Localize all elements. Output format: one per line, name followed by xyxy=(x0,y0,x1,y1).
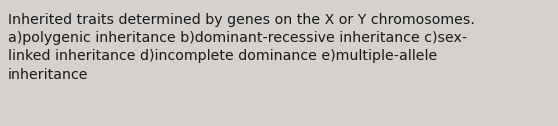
Text: Inherited traits determined by genes on the X or Y chromosomes.
a)polygenic inhe: Inherited traits determined by genes on … xyxy=(8,13,475,82)
